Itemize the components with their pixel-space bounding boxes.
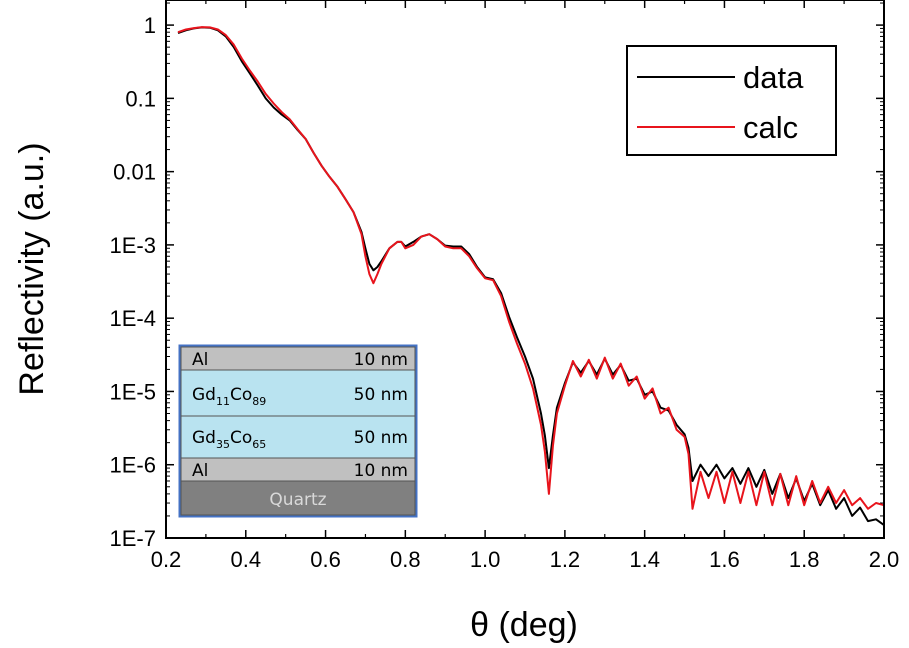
x-tick-label: 0.8	[390, 547, 421, 572]
axis-ticks: 0.2 0.4 0.6 0.8 1.0 1.2 1.4 1.6 1.8 2.0 1 0.1 0.01 1E…	[110, 0, 900, 572]
y-axis-title: Reflectivity (a.u.)	[13, 142, 51, 395]
x-tick-label: 0.2	[151, 547, 182, 572]
layer-al-bottom-thickness: 10 nm	[354, 461, 408, 481]
legend: data calc	[626, 45, 837, 156]
x-tick-label: 1.6	[709, 547, 740, 572]
layer-gdco-65	[180, 415, 416, 459]
layer-gdco-65-formula: Gd35Co65	[192, 428, 266, 451]
x-tick-label: 1.0	[470, 547, 501, 572]
y-tick-label: 1E-4	[110, 306, 156, 331]
layer-gdco-89-thickness: 50 nm	[354, 385, 408, 405]
y-tick-label: 1E-6	[110, 453, 156, 478]
y-tick-label: 0.01	[113, 160, 156, 185]
x-tick-label: 1.4	[629, 547, 660, 572]
layer-quartz	[180, 480, 416, 516]
inset-border	[178, 344, 418, 518]
series-line-calc	[177, 26, 885, 510]
series-lines	[177, 26, 885, 526]
y-tick-label: 1E-5	[110, 379, 156, 404]
legend-label-data: data	[743, 60, 804, 95]
layer-al-top-material: Al	[192, 350, 208, 370]
x-tick-label: 2.0	[869, 547, 900, 572]
y-tick-label: 0.1	[125, 86, 156, 111]
legend-box	[626, 45, 837, 156]
plot-frame	[165, 0, 885, 539]
layer-gdco-89-formula: Gd11Co89	[192, 385, 266, 408]
x-tick-label: 1.8	[789, 547, 820, 572]
y-tick-label: 1E-7	[110, 526, 156, 551]
x-axis-title: θ (deg)	[470, 606, 578, 644]
y-tick-label: 1E-3	[110, 233, 156, 258]
layer-al-top-thickness: 10 nm	[354, 350, 408, 370]
x-tick-label: 0.6	[310, 547, 341, 572]
legend-label-calc: calc	[743, 110, 798, 145]
y-tick-label: 1	[144, 13, 156, 38]
x-tick-label: 0.4	[230, 547, 261, 572]
x-tick-label: 1.2	[550, 547, 581, 572]
layer-quartz-label: Quartz	[269, 490, 326, 510]
layer-al-bottom-material: Al	[192, 461, 208, 481]
layer-gdco-65-thickness: 50 nm	[354, 428, 408, 448]
layer-stack-inset: Al 10 nm Gd11Co89 50 nm Gd35Co65 50 nm A…	[178, 344, 418, 518]
